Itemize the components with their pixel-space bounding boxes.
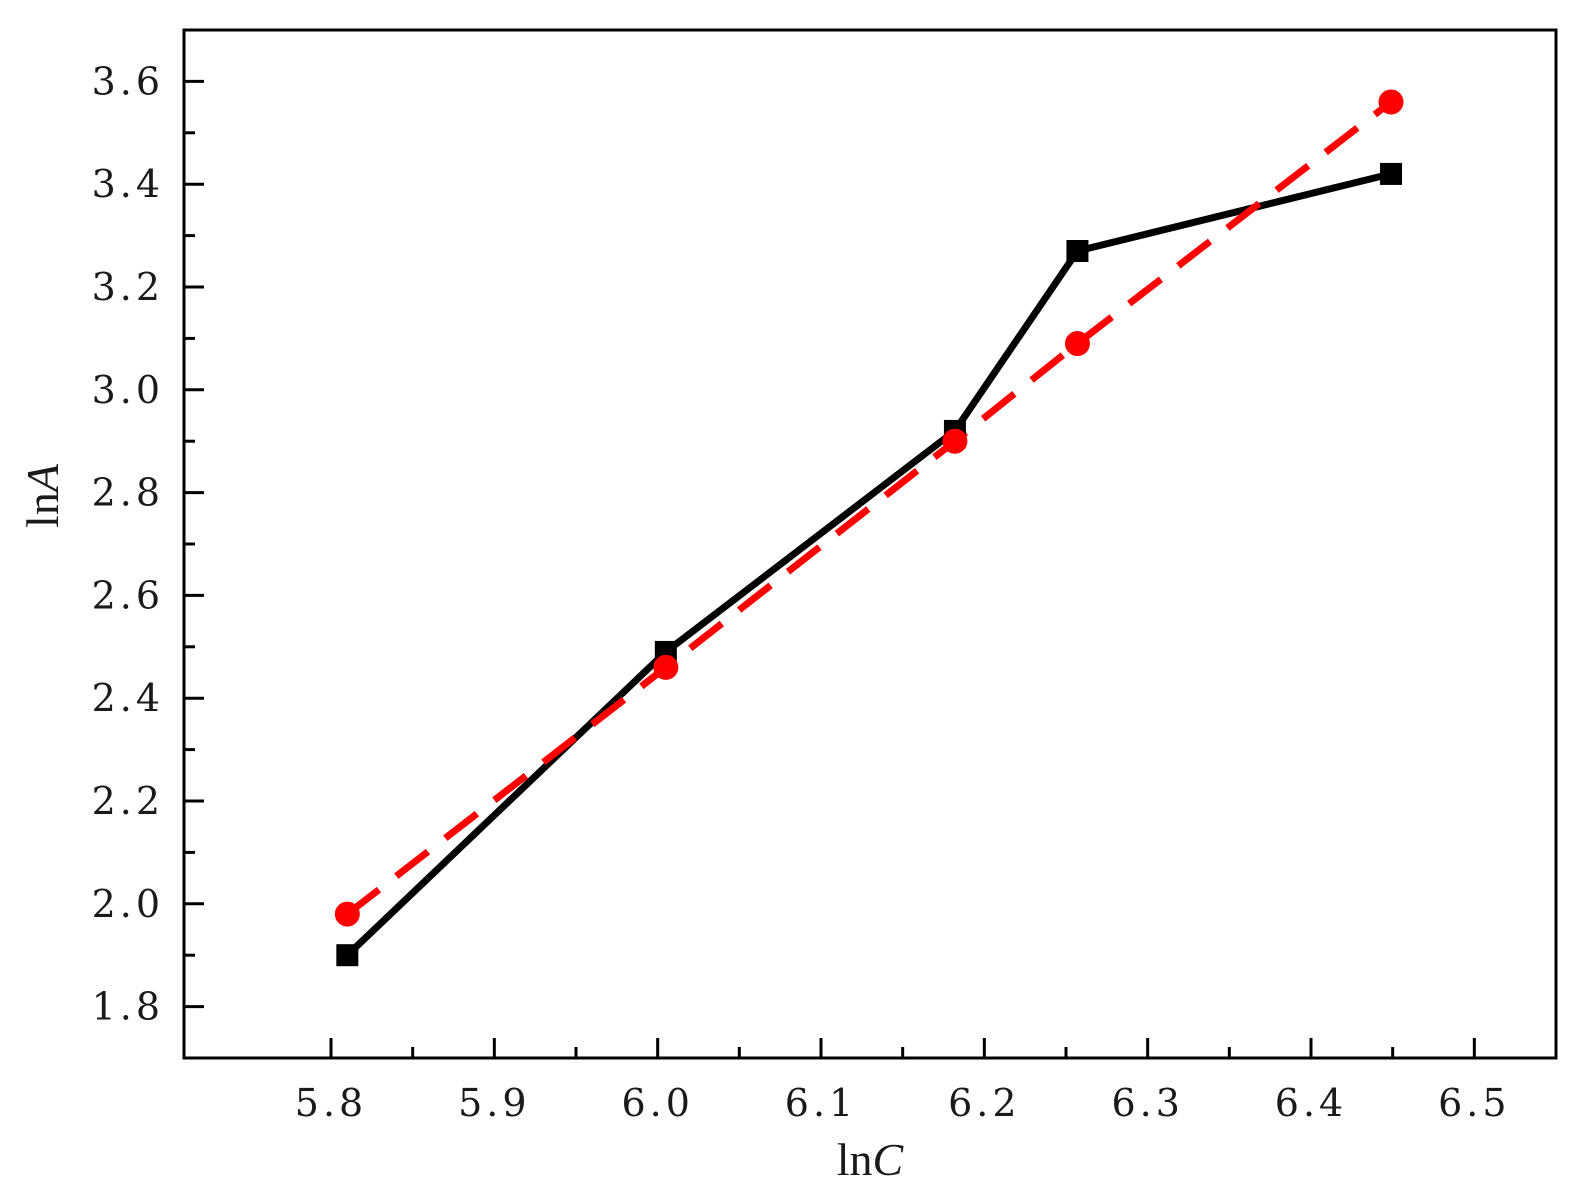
series-2-point [942,428,968,454]
y-tick-label: 2.2 [92,779,164,823]
series-1-point [336,944,359,967]
series-2-line [345,99,1394,917]
x-axis-title: lnC [837,1134,905,1185]
series-1-point [1066,240,1089,263]
y-tick-label: 2.8 [92,471,164,515]
series-1-line [344,170,1392,958]
y-tick-label: 3.6 [92,59,164,103]
tick-labels: 5.8 5.9 6.0 6.1 6.2 6.3 6.4 6.5 1.8 2.0 2.2 2.4 2.6 2… [92,59,1510,1125]
series-2-point [334,901,360,927]
x-tick-label: 5.9 [458,1081,530,1125]
axis-ticks [184,79,1476,1058]
chart-marks [334,89,1404,967]
y-axis-title: lnA [17,463,68,528]
y-tick-label: 3.0 [92,368,164,412]
series-2-point [1064,331,1090,357]
x-tick-label: 6.5 [1438,1081,1510,1125]
x-tick-label: 5.8 [295,1081,367,1125]
series-2-point [653,654,679,680]
x-tick-label: 6.2 [948,1081,1020,1125]
x-tick-label: 6.4 [1275,1081,1347,1125]
y-tick-label: 2.4 [92,676,164,720]
x-tick-label: 6.0 [621,1081,693,1125]
series-2-point [1378,89,1404,115]
y-tick-label: 3.2 [92,265,164,309]
y-tick-label: 3.4 [92,162,164,206]
series-1-point [1380,162,1403,185]
y-tick-label: 2.6 [92,573,164,617]
y-tick-label: 2.0 [92,882,164,926]
y-tick-label: 1.8 [92,985,164,1029]
x-tick-label: 6.1 [785,1081,857,1125]
x-tick-label: 6.3 [1111,1081,1183,1125]
